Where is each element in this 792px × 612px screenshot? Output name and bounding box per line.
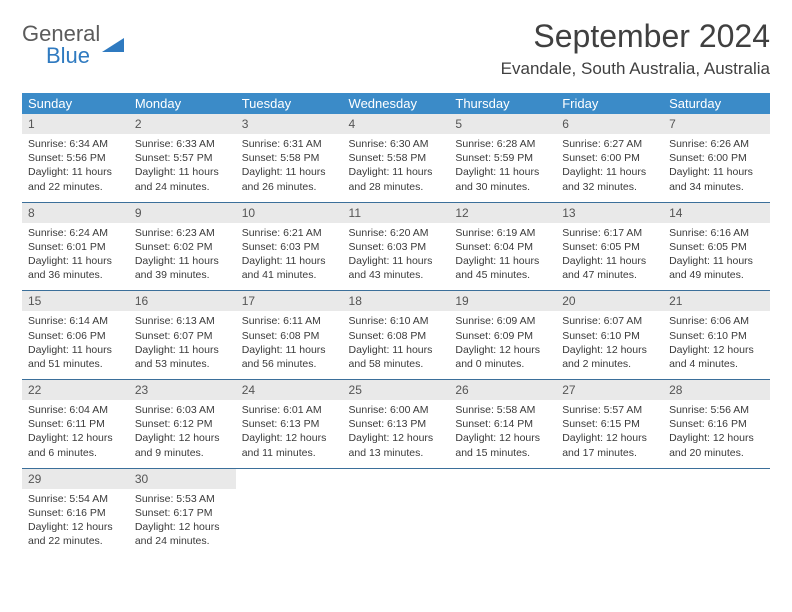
day-number: 23 (129, 380, 236, 400)
day-number: 17 (236, 291, 343, 311)
day-data (343, 489, 450, 557)
day-data: Sunrise: 5:53 AMSunset: 6:17 PMDaylight:… (129, 489, 236, 557)
dow-tuesday: Tuesday (236, 93, 343, 114)
day-number: 20 (556, 291, 663, 311)
day-data: Sunrise: 5:56 AMSunset: 6:16 PMDaylight:… (663, 400, 770, 468)
day-data: Sunrise: 6:14 AMSunset: 6:06 PMDaylight:… (22, 311, 129, 379)
day-data: Sunrise: 6:17 AMSunset: 6:05 PMDaylight:… (556, 223, 663, 291)
brand-triangle-icon (102, 36, 128, 56)
header: General Blue September 2024 Evandale, So… (22, 18, 770, 79)
brand-text: General Blue (22, 24, 100, 68)
day-number: 18 (343, 291, 450, 311)
day-number: 11 (343, 203, 450, 223)
day-number: 21 (663, 291, 770, 311)
day-number: 4 (343, 114, 450, 134)
day-number: 9 (129, 203, 236, 223)
day-data: Sunrise: 5:58 AMSunset: 6:14 PMDaylight:… (449, 400, 556, 468)
day-data: Sunrise: 5:54 AMSunset: 6:16 PMDaylight:… (22, 489, 129, 557)
brand-logo: General Blue (22, 24, 128, 68)
location-text: Evandale, South Australia, Australia (501, 59, 770, 79)
day-number (663, 469, 770, 489)
day-number: 16 (129, 291, 236, 311)
title-block: September 2024 Evandale, South Australia… (501, 18, 770, 79)
day-number: 13 (556, 203, 663, 223)
day-number: 6 (556, 114, 663, 134)
day-number: 25 (343, 380, 450, 400)
day-number: 24 (236, 380, 343, 400)
day-data: Sunrise: 6:26 AMSunset: 6:00 PMDaylight:… (663, 134, 770, 202)
day-data: Sunrise: 6:16 AMSunset: 6:05 PMDaylight:… (663, 223, 770, 291)
day-data (556, 489, 663, 557)
data-row: Sunrise: 6:04 AMSunset: 6:11 PMDaylight:… (22, 400, 770, 468)
day-number: 7 (663, 114, 770, 134)
dow-thursday: Thursday (449, 93, 556, 114)
day-data: Sunrise: 6:13 AMSunset: 6:07 PMDaylight:… (129, 311, 236, 379)
day-data: Sunrise: 6:03 AMSunset: 6:12 PMDaylight:… (129, 400, 236, 468)
daynum-row: 1234567 (22, 114, 770, 134)
data-row: Sunrise: 6:34 AMSunset: 5:56 PMDaylight:… (22, 134, 770, 202)
day-number: 19 (449, 291, 556, 311)
calendar-body: 1234567Sunrise: 6:34 AMSunset: 5:56 PMDa… (22, 114, 770, 556)
day-number (556, 469, 663, 489)
day-data (663, 489, 770, 557)
data-row: Sunrise: 6:24 AMSunset: 6:01 PMDaylight:… (22, 223, 770, 291)
day-data (449, 489, 556, 557)
dow-wednesday: Wednesday (343, 93, 450, 114)
day-number: 27 (556, 380, 663, 400)
day-number: 14 (663, 203, 770, 223)
day-number: 5 (449, 114, 556, 134)
day-data: Sunrise: 6:33 AMSunset: 5:57 PMDaylight:… (129, 134, 236, 202)
day-data: Sunrise: 6:19 AMSunset: 6:04 PMDaylight:… (449, 223, 556, 291)
day-data: Sunrise: 6:07 AMSunset: 6:10 PMDaylight:… (556, 311, 663, 379)
calendar-table: Sunday Monday Tuesday Wednesday Thursday… (22, 93, 770, 556)
day-data: Sunrise: 6:00 AMSunset: 6:13 PMDaylight:… (343, 400, 450, 468)
data-row: Sunrise: 6:14 AMSunset: 6:06 PMDaylight:… (22, 311, 770, 379)
day-number: 29 (22, 469, 129, 489)
day-number: 3 (236, 114, 343, 134)
day-data: Sunrise: 6:06 AMSunset: 6:10 PMDaylight:… (663, 311, 770, 379)
daynum-row: 2930 (22, 469, 770, 489)
day-data: Sunrise: 6:23 AMSunset: 6:02 PMDaylight:… (129, 223, 236, 291)
day-number: 12 (449, 203, 556, 223)
daynum-row: 15161718192021 (22, 291, 770, 311)
day-number: 30 (129, 469, 236, 489)
dow-friday: Friday (556, 93, 663, 114)
day-data: Sunrise: 6:21 AMSunset: 6:03 PMDaylight:… (236, 223, 343, 291)
day-number (449, 469, 556, 489)
day-number: 8 (22, 203, 129, 223)
dow-header-row: Sunday Monday Tuesday Wednesday Thursday… (22, 93, 770, 114)
day-data: Sunrise: 6:30 AMSunset: 5:58 PMDaylight:… (343, 134, 450, 202)
day-number: 26 (449, 380, 556, 400)
data-row: Sunrise: 5:54 AMSunset: 6:16 PMDaylight:… (22, 489, 770, 557)
day-data: Sunrise: 6:31 AMSunset: 5:58 PMDaylight:… (236, 134, 343, 202)
day-number (343, 469, 450, 489)
month-title: September 2024 (501, 18, 770, 55)
day-data: Sunrise: 6:34 AMSunset: 5:56 PMDaylight:… (22, 134, 129, 202)
day-data: Sunrise: 6:28 AMSunset: 5:59 PMDaylight:… (449, 134, 556, 202)
day-data: Sunrise: 6:20 AMSunset: 6:03 PMDaylight:… (343, 223, 450, 291)
day-number: 2 (129, 114, 236, 134)
dow-sunday: Sunday (22, 93, 129, 114)
day-data: Sunrise: 5:57 AMSunset: 6:15 PMDaylight:… (556, 400, 663, 468)
day-number (236, 469, 343, 489)
day-data (236, 489, 343, 557)
day-number: 15 (22, 291, 129, 311)
calendar-page: General Blue September 2024 Evandale, So… (0, 0, 792, 574)
day-data: Sunrise: 6:24 AMSunset: 6:01 PMDaylight:… (22, 223, 129, 291)
dow-saturday: Saturday (663, 93, 770, 114)
day-number: 1 (22, 114, 129, 134)
day-data: Sunrise: 6:27 AMSunset: 6:00 PMDaylight:… (556, 134, 663, 202)
day-data: Sunrise: 6:11 AMSunset: 6:08 PMDaylight:… (236, 311, 343, 379)
day-number: 28 (663, 380, 770, 400)
day-data: Sunrise: 6:09 AMSunset: 6:09 PMDaylight:… (449, 311, 556, 379)
daynum-row: 22232425262728 (22, 380, 770, 400)
day-data: Sunrise: 6:04 AMSunset: 6:11 PMDaylight:… (22, 400, 129, 468)
daynum-row: 891011121314 (22, 203, 770, 223)
day-data: Sunrise: 6:01 AMSunset: 6:13 PMDaylight:… (236, 400, 343, 468)
brand-word2: Blue (46, 43, 90, 68)
day-data: Sunrise: 6:10 AMSunset: 6:08 PMDaylight:… (343, 311, 450, 379)
day-number: 10 (236, 203, 343, 223)
day-number: 22 (22, 380, 129, 400)
dow-monday: Monday (129, 93, 236, 114)
